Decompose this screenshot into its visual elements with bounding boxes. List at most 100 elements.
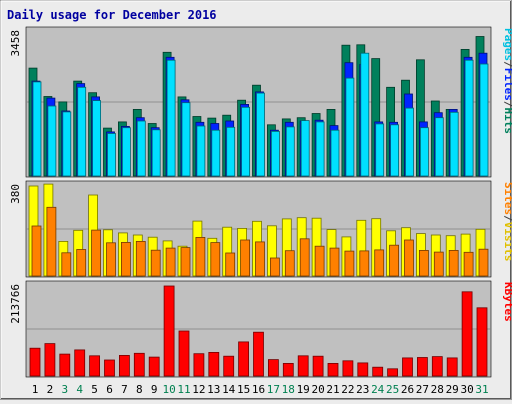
sites-bar [135, 240, 146, 277]
x-tick-label: 10 [162, 383, 175, 396]
x-tick-label: 14 [222, 383, 236, 396]
chart-panels: 3458Pages/Files/Hits380Sites/Visits21376… [9, 26, 512, 378]
kbytes-bar [297, 355, 309, 377]
sites-bar [225, 252, 236, 277]
pages-bar [285, 126, 295, 177]
pages-bar [77, 86, 87, 177]
pages-bar [360, 52, 370, 177]
sites-bar [433, 251, 444, 277]
x-tick-label: 28 [431, 383, 444, 396]
x-tick-label: 7 [121, 383, 128, 396]
legend-entry: KBytes [502, 282, 512, 322]
panel-2: 380 Sites/Visits [9, 180, 512, 278]
x-tick-label: 25 [386, 383, 399, 396]
kbytes-bar [446, 357, 458, 377]
legend-entry: Visits [502, 222, 512, 262]
kbytes-bar [342, 360, 354, 377]
pages-bar [107, 133, 116, 177]
kbytes-bar [253, 331, 264, 377]
sites-bar [61, 252, 72, 277]
pages-bar [449, 111, 459, 177]
pages-bar [62, 111, 72, 177]
sites-bar [478, 248, 489, 277]
legend-entry: Files [502, 68, 512, 101]
chart-title: Daily usage for December 2016 [7, 8, 217, 22]
x-tick-label: 23 [356, 383, 369, 396]
x-tick-label: 30 [460, 383, 473, 396]
pages-bar [375, 123, 385, 177]
pages-bar [226, 126, 236, 177]
kbytes-bar [163, 285, 175, 377]
sites-bar [180, 247, 191, 277]
panel-legend: KBytes [502, 282, 512, 322]
pages-bar [300, 120, 310, 177]
pages-bar [92, 100, 101, 177]
x-tick-label: 3 [61, 383, 68, 396]
x-tick-label: 1 [32, 383, 39, 396]
x-tick-label: 17 [267, 383, 280, 396]
pages-bar [211, 129, 221, 177]
kbytes-bar [59, 353, 71, 377]
pages-bar [345, 77, 355, 177]
legend-entry: / [502, 215, 512, 222]
sites-bar [121, 241, 131, 277]
legend-entry: Hits [502, 108, 512, 135]
kbytes-bar [387, 368, 399, 377]
x-tick-label: 9 [151, 383, 158, 396]
x-tick-label: 20 [311, 383, 324, 396]
y-max-label: 3458 [9, 30, 22, 57]
x-tick-label: 22 [341, 383, 354, 396]
kbytes-bar [238, 341, 250, 377]
kbytes-bar [193, 353, 205, 377]
x-tick-label: 15 [237, 383, 250, 396]
panel-legend: Sites/Visits [502, 182, 512, 262]
y-max-label: 213766 [9, 284, 22, 324]
kbytes-bar [357, 362, 369, 377]
sites-bar [374, 249, 385, 277]
y-max-label: 380 [9, 184, 22, 204]
sites-bar [46, 206, 57, 277]
x-tick-label: 21 [326, 383, 339, 396]
sites-bar [269, 257, 280, 277]
pages-bar [166, 59, 176, 177]
sites-bar [463, 251, 474, 277]
pages-bar [122, 127, 131, 177]
x-tick-label: 12 [192, 383, 205, 396]
panel-3: 213766 KBytes [9, 280, 512, 378]
kbytes-bar [372, 366, 384, 377]
sites-bar [31, 225, 42, 277]
sites-bar [195, 236, 206, 277]
pages-bar [270, 130, 280, 177]
legend-entry: Sites [502, 182, 512, 215]
x-tick-label: 5 [91, 383, 98, 396]
sites-bar [106, 242, 116, 277]
kbytes-bar [416, 357, 428, 377]
x-tick-label: 6 [106, 383, 113, 396]
x-tick-label: 11 [177, 383, 190, 396]
x-tick-label: 26 [401, 383, 414, 396]
kbytes-bar [312, 355, 324, 377]
pages-bar [405, 107, 414, 177]
sites-bar [344, 250, 355, 277]
legend-entry: / [502, 61, 512, 68]
pages-bar [136, 120, 146, 177]
pages-bar [256, 92, 265, 177]
kbytes-bar [476, 307, 488, 377]
panel-legend: Pages/Files/Hits [502, 28, 512, 134]
pages-bar [241, 106, 251, 177]
kbytes-bar [461, 291, 473, 377]
kbytes-bar [223, 355, 235, 377]
pages-bar [32, 81, 42, 177]
x-tick-label: 27 [416, 383, 429, 396]
legend-entry: Pages [502, 28, 512, 61]
kbytes-bar [208, 351, 220, 377]
sites-bar [314, 245, 325, 277]
kbytes-bar [267, 359, 279, 377]
kbytes-bar [327, 362, 339, 377]
sites-bar [404, 239, 414, 277]
x-tick-label: 31 [475, 383, 488, 396]
sites-bar [389, 244, 400, 277]
sites-bar [240, 239, 251, 277]
sites-bar [165, 247, 176, 277]
